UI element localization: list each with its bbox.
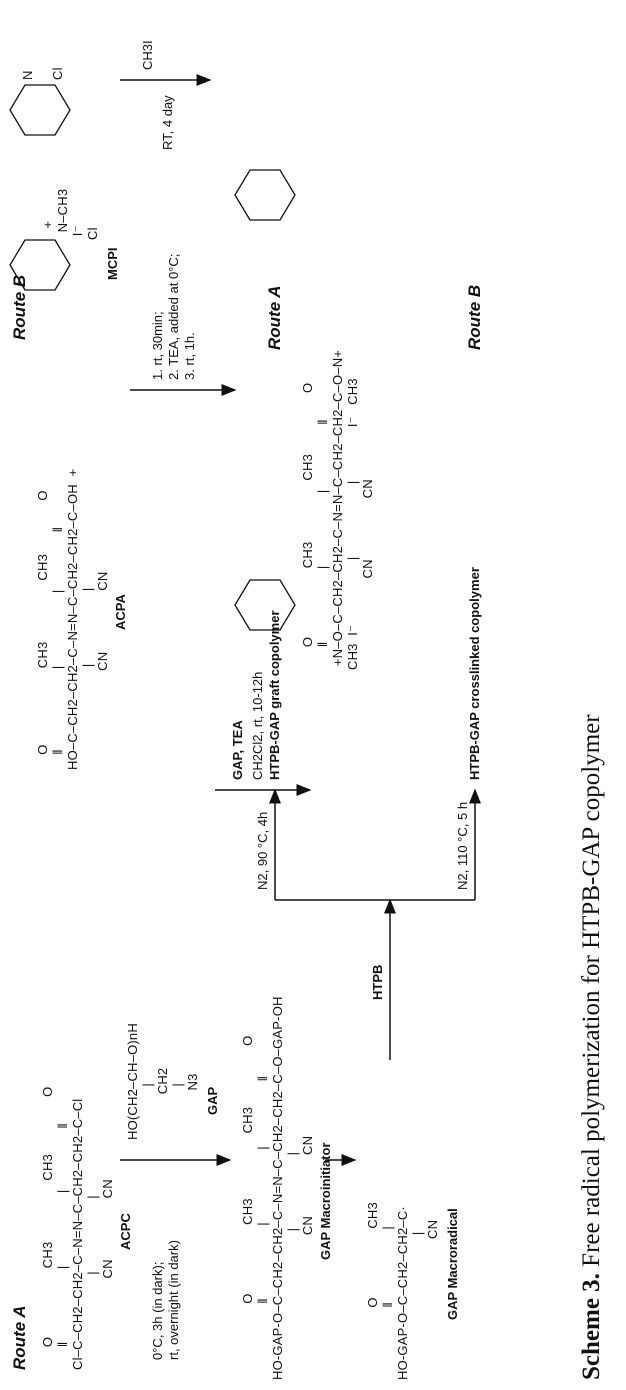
macroradical-structure: O CH3 ‖ | HO-GAP-O–C–CH2–CH2–C· | CN — [365, 1202, 440, 1380]
condition-b1: 1. rt, 30min; 2. TEA, added at 0°C; 3. r… — [150, 253, 197, 380]
condition-b2-top: GAP, TEA — [230, 720, 245, 780]
caption-label: Scheme 3. — [578, 1273, 605, 1380]
pyridine-ring-chloropyridine — [9, 84, 71, 136]
gap-label: GAP — [205, 1086, 220, 1115]
mcpi-label: MCPI — [105, 247, 120, 281]
condition-b0-top: CH3I — [140, 40, 155, 70]
ester-structure: O CH3 CH3 O ‖ | | ‖ +N–O–C–CH2–CH2–C–N=N… — [300, 349, 375, 670]
route-b-side-label: Route B — [465, 284, 484, 350]
pyridine-ring-ester-right — [234, 169, 296, 221]
condition-a1: 0°C, 3h (in dark); rt, overnight (in dar… — [150, 1240, 181, 1360]
scheme-caption: Scheme 3. Free radical polymerization fo… — [578, 714, 606, 1380]
chloropyridine-structure: N Cl — [20, 67, 65, 80]
route-a-side-label: Route A — [265, 285, 284, 350]
acpa-label: ACPA — [113, 594, 128, 630]
route-b-heading: Route B — [10, 274, 29, 340]
macroradical-label: GAP Macroradical — [445, 1208, 460, 1320]
caption-text: Free radical polymerization for HTPB-GAP… — [578, 714, 605, 1267]
acpc-label: ACPC — [118, 1213, 133, 1250]
htpb-label: HTPB — [370, 964, 385, 1000]
acpc-structure: O CH3 CH3 O ‖ | | ‖ Cl–C–CH2–CH2–C–N=N–C… — [40, 1086, 115, 1371]
route-a-heading: Route A — [10, 1305, 29, 1370]
macroinitiator-structure: O CH3 CH3 O ‖ | | ‖ HO-GAP-O–C–CH2–CH2–C… — [240, 996, 315, 1380]
condition-graft: N2, 90 °C, 4h — [255, 811, 270, 890]
condition-b2-bottom: CH2Cl2, rt, 10-12h — [250, 671, 265, 780]
condition-b0-bottom: RT, 4 day — [160, 95, 175, 150]
pyridine-ring-mcpi — [9, 239, 71, 291]
crosslinked-product-label: HTPB-GAP crosslinked copolymer — [467, 567, 482, 780]
mcpi-structure: + N–CH3 I⁻ Cl — [40, 188, 100, 240]
graft-product-label: HTPB-GAP graft copolymer — [267, 610, 282, 780]
acpa-structure: O CH3 CH3 O ‖ | | ‖ HO–C–CH2–CH2–C–N=N–C… — [35, 468, 110, 770]
condition-crosslink: N2, 110 °C, 5 h — [455, 801, 470, 890]
gap-structure: HO(CH2–CH–O)nH | CH2 | N3 — [125, 1023, 200, 1140]
pyridine-ring-ester-left — [234, 579, 296, 631]
macroinitiator-label: GAP Macroinitiator — [318, 1142, 333, 1260]
